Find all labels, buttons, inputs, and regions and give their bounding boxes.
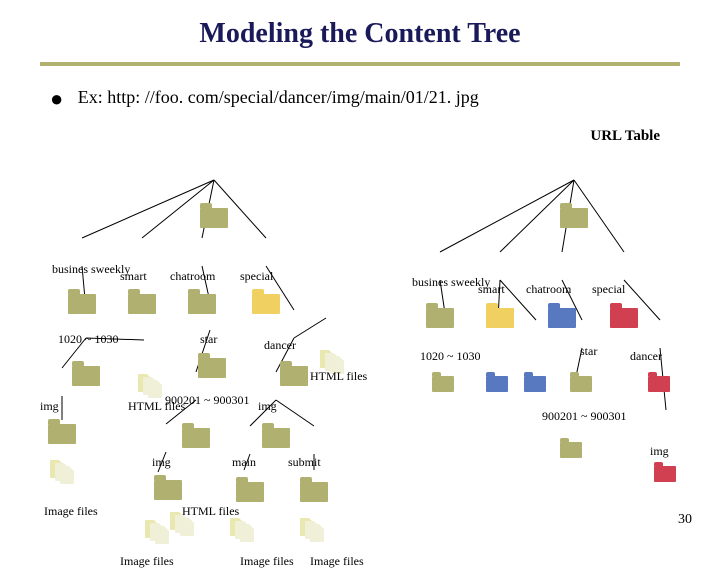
bullet-url: http: //foo. com/special/dancer/img/main…	[107, 87, 478, 107]
folder-icon	[432, 376, 454, 392]
folder-icon	[198, 358, 226, 378]
file-icon	[60, 466, 74, 484]
folder-icon	[200, 208, 228, 228]
node-label: star	[200, 333, 217, 346]
node-label: HTML files	[310, 370, 367, 383]
node-label: img	[40, 400, 59, 413]
folder-icon	[128, 294, 156, 314]
folder-icon	[68, 294, 96, 314]
node-label: dancer	[264, 339, 296, 352]
folder-icon	[610, 308, 638, 328]
slide-title: Modeling the Content Tree	[0, 0, 720, 50]
node-label: submit	[288, 456, 321, 469]
folder-icon	[548, 308, 576, 328]
folder-icon	[654, 466, 676, 482]
node-label: HTML files	[182, 505, 239, 518]
node-label: 1020 ~ 1030	[420, 350, 481, 363]
folder-icon	[570, 376, 592, 392]
node-label: busines sweekly	[52, 263, 130, 276]
folder-icon	[560, 442, 582, 458]
node-label: main	[232, 456, 256, 469]
node-label: Image files	[240, 555, 294, 568]
file-icon	[240, 524, 254, 542]
file-icon	[180, 518, 194, 536]
node-label: special	[592, 283, 625, 296]
node-label: special	[240, 270, 273, 283]
folder-icon	[486, 308, 514, 328]
title-underline	[40, 62, 680, 66]
file-icon	[310, 524, 324, 542]
node-label: Image files	[120, 555, 174, 568]
url-table-label: URL Table	[590, 128, 660, 145]
folder-icon	[560, 208, 588, 228]
node-label: dancer	[630, 350, 662, 363]
node-label: Image files	[44, 505, 98, 518]
folder-icon	[486, 376, 508, 392]
node-label: chatroom	[170, 270, 215, 283]
folder-icon	[524, 376, 546, 392]
node-label: img	[650, 445, 669, 458]
node-label: img	[152, 456, 171, 469]
node-label: smart	[120, 270, 147, 283]
folder-icon	[648, 376, 670, 392]
node-label: 900201 ~ 900301	[542, 410, 627, 423]
file-icon	[148, 380, 162, 398]
folder-icon	[188, 294, 216, 314]
file-icon	[155, 526, 169, 544]
node-label: chatroom	[526, 283, 571, 296]
folder-icon	[72, 366, 100, 386]
node-label: Image files	[310, 555, 364, 568]
folder-icon	[262, 428, 290, 448]
node-label: star	[580, 345, 597, 358]
folder-icon	[300, 482, 328, 502]
page-number: 30	[678, 512, 692, 528]
node-label: smart	[478, 283, 505, 296]
folder-icon	[252, 294, 280, 314]
folder-icon	[48, 424, 76, 444]
example-line: ● Ex: http: //foo. com/special/dancer/im…	[50, 86, 479, 112]
bullet-prefix: Ex:	[78, 87, 103, 107]
folder-icon	[426, 308, 454, 328]
node-label: 900201 ~ 900301	[165, 394, 250, 407]
folder-icon	[236, 482, 264, 502]
node-label: img	[258, 400, 277, 413]
node-label: 1020 ~ 1030	[58, 333, 119, 346]
folder-icon	[154, 480, 182, 500]
folder-icon	[182, 428, 210, 448]
folder-icon	[280, 366, 308, 386]
